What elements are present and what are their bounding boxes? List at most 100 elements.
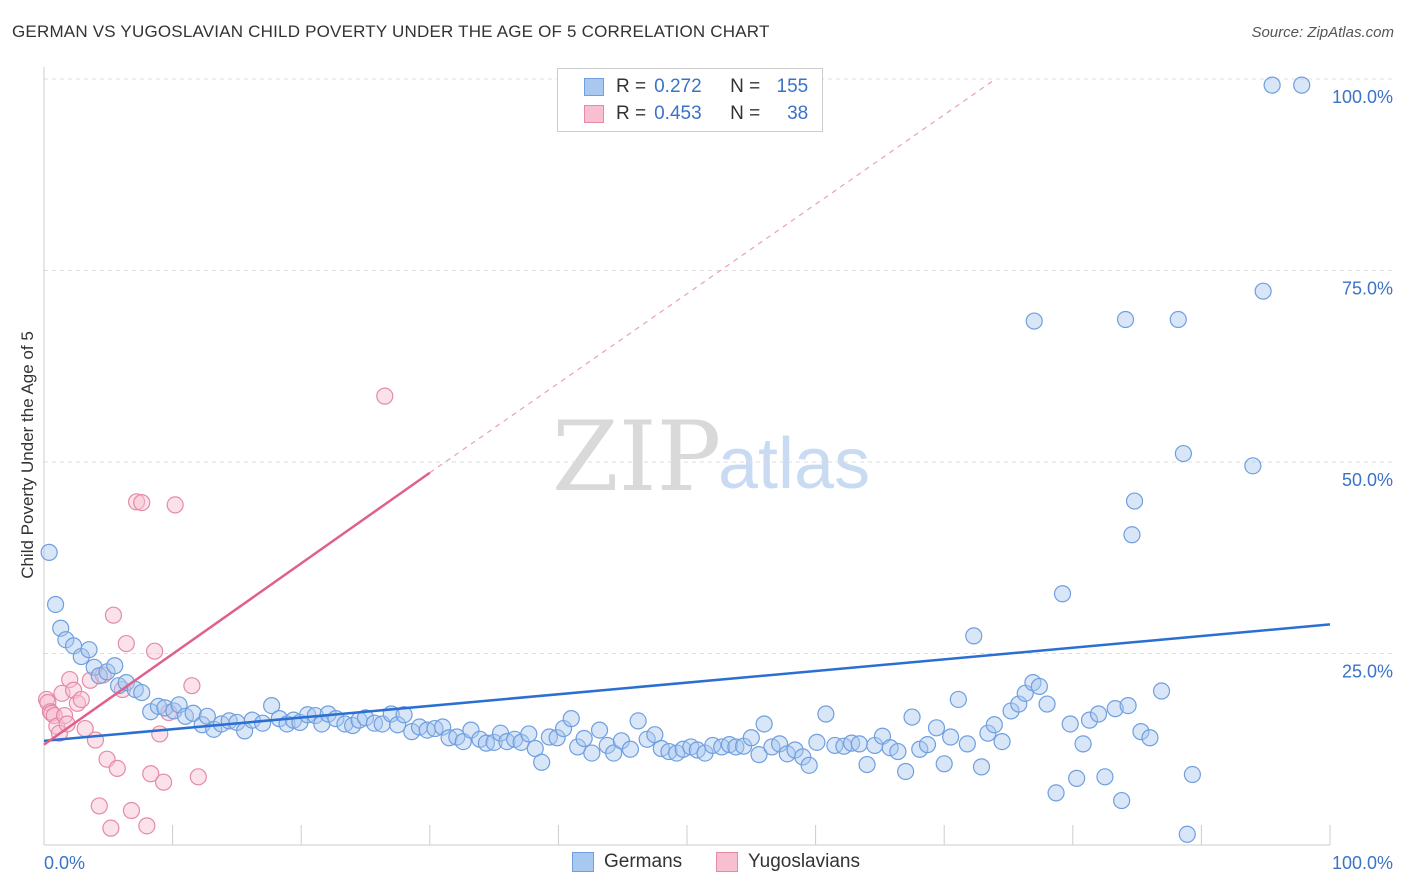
german-point <box>858 755 876 774</box>
german-point <box>85 658 103 676</box>
watermark-zip: ZIP <box>552 401 721 513</box>
german-point <box>817 705 835 723</box>
source-label: Source: ZipAtlas.com <box>1251 24 1394 41</box>
german-point <box>1141 729 1159 747</box>
legend-n-value: 38 <box>787 103 809 124</box>
yugoslavians-trend-extension <box>429 78 996 474</box>
yugoslavian-point <box>61 670 79 689</box>
german-point <box>263 696 281 715</box>
german-point <box>621 740 640 758</box>
german-point <box>1244 457 1262 475</box>
german-point <box>972 758 991 776</box>
german-point <box>1263 76 1281 94</box>
y-tick-label: 75.0% <box>1342 279 1393 299</box>
german-point <box>149 697 168 715</box>
y-tick-label: 50.0% <box>1342 470 1393 490</box>
yugoslavian-point <box>151 725 169 743</box>
german-point <box>117 674 135 692</box>
german-point <box>434 718 452 736</box>
germans-swatch <box>572 852 594 872</box>
yugoslavian-point <box>189 768 207 786</box>
legend-r-value: 0.272 <box>654 76 702 97</box>
yugoslavian-point <box>104 606 123 624</box>
german-point <box>1068 769 1086 787</box>
legend-row-germans: R = 0.272 N = 155 <box>558 74 808 100</box>
yugoslavian-point <box>90 797 108 815</box>
series-legend: Germans Yugoslavians <box>0 851 1406 877</box>
german-point <box>583 744 601 762</box>
legend-r-label: R = <box>616 76 647 97</box>
legend-item-yugoslavians[interactable]: Yugoslavians <box>716 851 860 873</box>
german-point <box>90 667 108 685</box>
german-point <box>40 543 58 561</box>
yugoslavian-point <box>43 704 61 722</box>
yugoslavian-point <box>72 690 90 709</box>
yugoslavian-point <box>154 773 173 791</box>
yugoslavian-point <box>133 493 151 512</box>
german-point <box>1061 715 1079 733</box>
legend-item-germans[interactable]: Germans <box>572 851 682 873</box>
watermark-atlas: atlas <box>718 424 870 504</box>
german-point <box>133 683 151 702</box>
legend-row-yugoslavians: R = 0.453 N = 38 <box>558 101 808 127</box>
german-point <box>1254 282 1272 300</box>
german-point <box>889 742 907 761</box>
legend-label-germans: Germans <box>604 851 683 872</box>
y-tick-label: 25.0% <box>1342 662 1393 682</box>
german-point <box>826 736 844 755</box>
german-point <box>1096 768 1114 786</box>
yugoslavian-point <box>117 634 135 653</box>
german-point <box>1116 310 1135 329</box>
legend-n-value: 155 <box>776 76 809 97</box>
german-point <box>1132 723 1150 741</box>
german-point <box>993 732 1011 751</box>
legend-swatch-yugoslavians <box>584 105 604 123</box>
german-point <box>965 627 983 645</box>
german-point <box>562 710 580 728</box>
german-point <box>1089 705 1108 723</box>
german-point <box>184 704 202 722</box>
x-tick-label: 100.0% <box>1332 853 1393 873</box>
yugoslavian-point <box>122 801 141 820</box>
german-point <box>526 739 544 758</box>
german-point <box>356 709 375 727</box>
german-point <box>1293 76 1311 94</box>
german-point <box>1038 695 1056 713</box>
german-point <box>1047 784 1065 802</box>
german-point <box>548 729 566 747</box>
yugoslavian-point <box>376 387 394 405</box>
yugoslavian-point <box>145 642 164 660</box>
german-point <box>629 712 647 730</box>
german-point <box>485 733 503 751</box>
germans-trend-line <box>43 623 1331 743</box>
yugoslavian-point <box>138 817 156 835</box>
german-point <box>646 726 664 744</box>
german-point <box>254 714 272 732</box>
german-point <box>106 657 124 675</box>
german-point <box>1025 312 1043 330</box>
german-point <box>927 719 946 737</box>
german-point <box>985 716 1003 734</box>
german-point <box>949 690 967 709</box>
legend-swatch-germans <box>584 78 604 96</box>
german-point <box>590 721 609 739</box>
legend-n-label: N = <box>730 76 761 97</box>
german-point <box>1125 492 1144 510</box>
yugoslavian-point <box>166 496 184 514</box>
german-point <box>942 728 960 746</box>
legend-label-yugoslavians: Yugoslavians <box>748 851 860 872</box>
german-point <box>750 746 768 764</box>
stats-legend: R = 0.272 N = 155 R = 0.453 N = 38 <box>557 68 823 132</box>
german-point <box>1030 677 1048 696</box>
german-point <box>1178 825 1196 843</box>
german-point <box>808 733 826 751</box>
german-point <box>1174 444 1192 463</box>
yugoslavian-point <box>142 765 160 783</box>
legend-r-value: 0.453 <box>654 103 702 124</box>
german-point <box>1106 700 1124 718</box>
german-point <box>881 739 899 757</box>
german-point <box>850 735 868 753</box>
yugoslavian-point <box>102 819 120 837</box>
german-point <box>156 699 174 717</box>
german-point <box>903 708 921 726</box>
